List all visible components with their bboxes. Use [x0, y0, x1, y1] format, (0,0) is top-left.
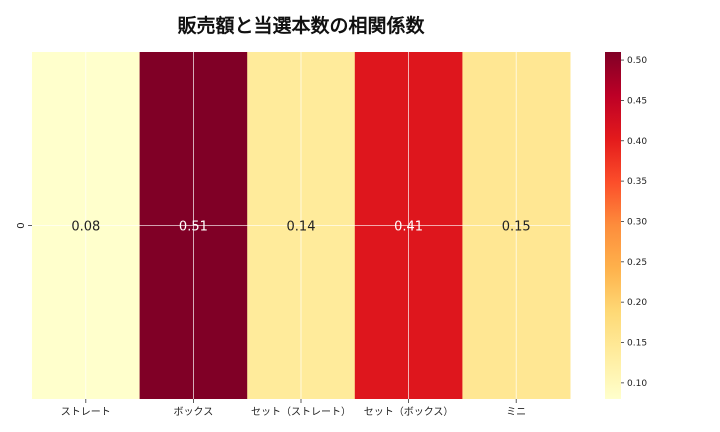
chart-title: 販売額と当選本数の相関係数 [177, 14, 425, 37]
colorbar-tick-label: 0.45 [627, 96, 647, 106]
colorbar-tick-label: 0.20 [627, 298, 647, 308]
cell-value-label: 0.41 [394, 220, 423, 235]
x-axis-ticks: ストレート ボックス セット（ストレート） セット（ボックス） ミニ [61, 399, 526, 418]
colorbar-tick-label: 0.35 [627, 177, 647, 187]
colorbar-tick-label: 0.30 [627, 217, 647, 227]
cell-value-label: 0.51 [179, 220, 208, 235]
x-tick-label: ミニ [506, 407, 526, 418]
colorbar-ticks: 0.10 0.15 0.20 0.25 0.30 0.35 0.40 0.45 0.50 [621, 56, 647, 389]
x-tick-label: セット（ストレート） [251, 406, 351, 418]
y-axis-ticks: 0 [16, 222, 32, 229]
colorbar-gradient [605, 52, 621, 399]
y-tick-label: 0 [16, 222, 27, 228]
cell-value-label: 0.14 [287, 220, 316, 235]
colorbar-tick-label: 0.15 [627, 339, 647, 349]
colorbar-tick-label: 0.50 [627, 56, 647, 66]
colorbar: 0.10 0.15 0.20 0.25 0.30 0.35 0.40 0.45 0.50 [605, 52, 647, 399]
x-tick-label: セット（ボックス） [364, 406, 454, 418]
x-tick-label: ストレート [61, 407, 111, 418]
cell-value-labels: 0.08 0.51 0.14 0.41 0.15 [71, 220, 530, 235]
cell-value-label: 0.15 [502, 220, 531, 235]
x-tick-label: ボックス [174, 406, 214, 418]
colorbar-tick-label: 0.40 [627, 137, 647, 147]
colorbar-tick-label: 0.10 [627, 379, 647, 389]
grid-lines [32, 52, 570, 399]
colorbar-tick-label: 0.25 [627, 258, 647, 268]
cell-value-label: 0.08 [71, 220, 100, 235]
